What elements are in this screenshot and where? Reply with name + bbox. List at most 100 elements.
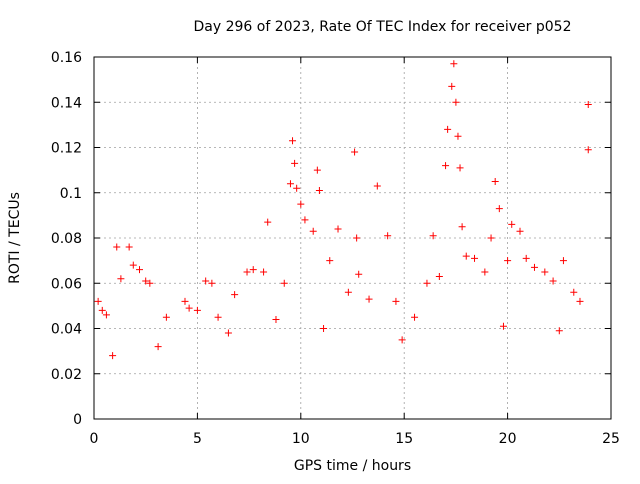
data-point (264, 218, 272, 226)
data-point (224, 329, 232, 337)
data-point (142, 277, 150, 285)
axis-ticks: 0 5 10 15 20 25 0 0.02 0.04 0.06 0.08 0.1 0.12 0.14 0.… (51, 50, 620, 447)
data-point (326, 257, 334, 265)
data-point (214, 313, 222, 321)
y-tick-label: 0.08 (51, 231, 82, 247)
data-point (584, 101, 592, 109)
data-point (249, 266, 257, 274)
data-point (193, 306, 201, 314)
data-point (576, 297, 584, 305)
x-tick-label: 10 (292, 431, 310, 447)
data-point (450, 60, 458, 68)
data-point (154, 343, 162, 351)
data-point (293, 184, 301, 192)
data-point (243, 268, 251, 276)
data-point (458, 223, 466, 231)
data-point (334, 225, 342, 233)
y-tick-label: 0.1 (60, 186, 82, 202)
data-point (549, 277, 557, 285)
data-point (98, 306, 106, 314)
data-point (146, 279, 154, 287)
grid (94, 57, 611, 419)
data-point (411, 313, 419, 321)
data-point (487, 234, 495, 242)
data-point (392, 297, 400, 305)
data-point (162, 313, 170, 321)
data-point (320, 325, 328, 332)
data-point (504, 257, 512, 265)
data-point (94, 297, 102, 305)
data-point (353, 234, 361, 242)
data-point (109, 352, 117, 360)
data-point (355, 270, 363, 278)
data-point (452, 98, 460, 106)
data-point (435, 272, 443, 280)
x-tick-label: 5 (193, 431, 202, 447)
data-point (125, 243, 133, 251)
data-point (113, 243, 121, 251)
data-point (499, 322, 507, 330)
data-point (231, 291, 239, 299)
y-tick-label: 0.04 (51, 322, 82, 338)
data-point (301, 216, 309, 224)
data-point (185, 304, 193, 312)
y-tick-label: 0.16 (51, 50, 82, 66)
data-point (508, 220, 516, 228)
y-axis-label: ROTI / TECUs (7, 192, 23, 284)
data-point (516, 227, 524, 235)
data-point (462, 252, 470, 260)
y-tick-label: 0 (73, 412, 82, 428)
data-point (384, 232, 392, 240)
data-point (315, 186, 323, 194)
data-point (351, 148, 359, 156)
data-point (530, 263, 538, 271)
data-point (365, 295, 373, 303)
data-point (208, 279, 216, 287)
data-point (313, 166, 321, 174)
data-point (344, 288, 352, 296)
data-point (584, 146, 592, 154)
plot-frame (93, 56, 612, 420)
data-point (456, 164, 464, 172)
data-point (423, 279, 431, 287)
data-point (289, 137, 297, 145)
data-point (541, 268, 549, 276)
data-point (309, 227, 317, 235)
data-point (260, 268, 268, 276)
data-point (272, 315, 280, 323)
data-point (570, 288, 578, 296)
data-point (181, 297, 189, 305)
data-point (495, 205, 503, 213)
data-point (491, 177, 499, 185)
data-point (373, 182, 381, 190)
data-points (94, 60, 592, 360)
y-tick-label: 0.14 (51, 95, 82, 111)
y-tick-label: 0.02 (51, 367, 82, 383)
chart-title: Day 296 of 2023, Rate Of TEC Index for r… (194, 19, 572, 35)
data-point (297, 200, 305, 208)
data-point (442, 162, 450, 170)
data-point (454, 132, 462, 140)
data-point (481, 268, 489, 276)
data-point (522, 254, 530, 262)
data-point (429, 232, 437, 240)
y-tick-label: 0.06 (51, 276, 82, 292)
x-tick-label: 15 (395, 431, 413, 447)
x-axis-label: GPS time / hours (294, 458, 411, 474)
x-tick-label: 0 (90, 431, 99, 447)
data-point (129, 261, 137, 269)
data-point (448, 82, 456, 90)
data-point (444, 125, 452, 133)
data-point (102, 311, 110, 319)
data-point (559, 257, 567, 265)
data-point (555, 327, 563, 335)
x-tick-label: 20 (499, 431, 517, 447)
data-point (117, 275, 125, 283)
data-point (280, 279, 288, 287)
data-point (398, 336, 406, 344)
data-point (135, 266, 143, 274)
y-tick-label: 0.12 (51, 141, 82, 157)
data-point (286, 180, 294, 188)
